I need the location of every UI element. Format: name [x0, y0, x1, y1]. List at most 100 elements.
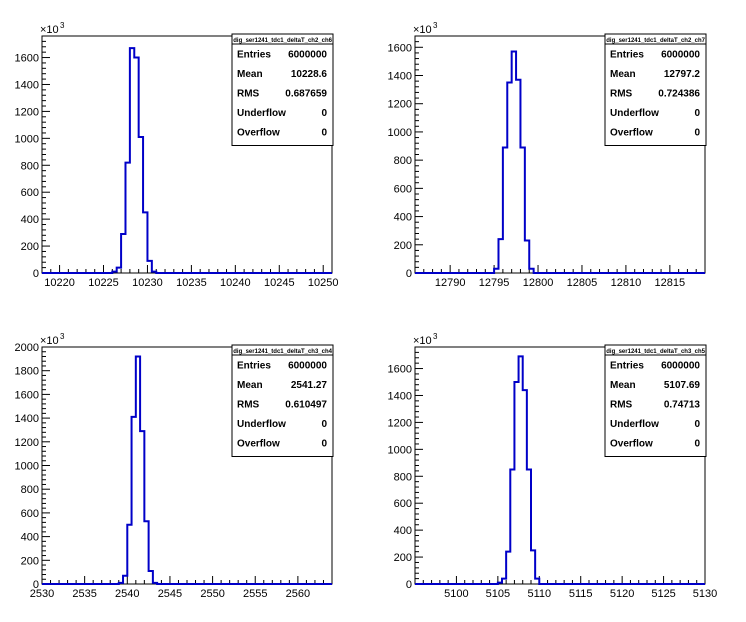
y-exponent-label: ×10	[40, 335, 59, 347]
y-tick-label: 0	[406, 268, 412, 280]
x-tick-label: 5100	[444, 588, 468, 600]
y-tick-label: 1600	[388, 364, 412, 376]
stats-label: Entries	[237, 361, 271, 372]
y-tick-label: 1600	[15, 389, 39, 401]
y-tick-label: 800	[21, 484, 39, 496]
y-tick-label: 1400	[15, 79, 39, 91]
y-exponent-power: 3	[433, 332, 438, 341]
y-tick-label: 1200	[15, 106, 39, 118]
y-exponent-power: 3	[60, 332, 65, 341]
stats-title: dig_ser1241_tdc1_deltaT_ch3_ch4	[233, 349, 332, 355]
y-tick-label: 1000	[388, 127, 412, 139]
stats-box	[604, 344, 707, 457]
stats-label: Entries	[610, 50, 644, 61]
stats-label: Underflow	[610, 419, 659, 430]
stats-value: 0	[694, 108, 700, 119]
x-tick-label: 2530	[30, 588, 54, 600]
stats-value: 12797.2	[664, 69, 701, 80]
stats-value: 0.610497	[285, 400, 327, 411]
stats-value: 0.74713	[664, 400, 701, 411]
y-tick-label: 1800	[15, 366, 39, 378]
x-tick-label: 12810	[611, 277, 642, 289]
x-tick-label: 5110	[527, 588, 551, 600]
y-tick-label: 800	[21, 160, 39, 172]
y-tick-label: 600	[21, 508, 39, 520]
stats-value: 6000000	[288, 50, 327, 61]
y-tick-label: 200	[394, 552, 412, 564]
stats-label: Mean	[237, 380, 263, 391]
y-exponent-power: 3	[60, 21, 65, 30]
stats-value: 10228.6	[291, 69, 328, 80]
stats-label: Entries	[610, 361, 644, 372]
y-tick-label: 1000	[15, 133, 39, 145]
y-tick-label: 1200	[388, 99, 412, 111]
histogram-line	[42, 47, 332, 274]
stats-label: Overflow	[610, 128, 653, 139]
x-tick-label: 2555	[243, 588, 267, 600]
y-tick-label: 600	[394, 183, 412, 195]
y-tick-label: 1400	[15, 413, 39, 425]
x-tick-label: 5125	[651, 588, 675, 600]
y-tick-label: 600	[394, 498, 412, 510]
x-tick-label: 2540	[115, 588, 139, 600]
histogram-line	[42, 355, 332, 585]
x-tick-label: 10235	[176, 277, 207, 289]
stats-value: 5107.69	[664, 380, 701, 391]
histogram-line	[415, 50, 705, 274]
x-tick-label: 5115	[569, 588, 593, 600]
stats-value: 0	[694, 128, 700, 139]
y-tick-label: 400	[394, 525, 412, 537]
stats-value: 0.687659	[285, 89, 327, 100]
histogram-panel-ch3-ch4: 2530 2535 2540 2545 2550 2555 2560 0 200 400 600 80…	[15, 332, 334, 600]
histogram-panel-ch2-ch7: 12790 12795 12800 12805 12810 12815 0 200 400 600…	[388, 21, 707, 289]
x-tick-label: 2560	[286, 588, 310, 600]
stats-value: 6000000	[288, 361, 327, 372]
y-tick-label: 1200	[15, 437, 39, 449]
x-tick-label: 10250	[308, 277, 339, 289]
stats-label: RMS	[610, 400, 633, 411]
histogram-panel-ch2-ch6: 10220 10225 10230 10235 10240 10245 10250 0 200 4…	[15, 21, 339, 289]
y-exponent-label: ×10	[413, 24, 432, 36]
stats-value: 0	[321, 419, 327, 430]
x-tick-label: 10245	[264, 277, 295, 289]
stats-value: 0	[321, 439, 327, 450]
y-tick-label: 600	[21, 187, 39, 199]
stats-value: 0	[321, 128, 327, 139]
y-exponent-label: ×10	[413, 335, 432, 347]
y-exponent-power: 3	[433, 21, 438, 30]
stats-value: 0	[694, 419, 700, 430]
x-tick-label: 10240	[220, 277, 251, 289]
y-tick-label: 1000	[15, 461, 39, 473]
stats-label: Underflow	[237, 108, 286, 119]
stats-label: Underflow	[610, 108, 659, 119]
stats-label: Mean	[610, 69, 636, 80]
x-tick-label: 12800	[523, 277, 554, 289]
x-tick-label: 5130	[693, 588, 717, 600]
stats-value: 6000000	[661, 361, 700, 372]
y-tick-label: 1000	[388, 444, 412, 456]
y-tick-label: 1600	[15, 53, 39, 65]
stats-title: dig_ser1241_tdc1_deltaT_ch2_ch6	[233, 38, 332, 44]
x-tick-label: 2535	[72, 588, 96, 600]
stats-label: Mean	[237, 69, 263, 80]
stats-label: Overflow	[610, 439, 653, 450]
x-tick-label: 5120	[610, 588, 634, 600]
y-tick-label: 800	[394, 155, 412, 167]
y-tick-label: 400	[21, 532, 39, 544]
x-tick-label: 2545	[158, 588, 182, 600]
stats-label: RMS	[237, 400, 260, 411]
y-tick-label: 1400	[388, 390, 412, 402]
x-tick-label: 10225	[88, 277, 119, 289]
x-tick-label: 12805	[567, 277, 598, 289]
y-tick-label: 400	[394, 212, 412, 224]
x-tick-label: 12795	[479, 277, 510, 289]
x-tick-label: 10220	[44, 277, 75, 289]
y-tick-label: 200	[21, 241, 39, 253]
y-tick-label: 200	[394, 240, 412, 252]
x-tick-label: 12790	[435, 277, 466, 289]
y-tick-label: 2000	[15, 342, 39, 354]
y-tick-label: 200	[21, 555, 39, 567]
stats-label: Mean	[610, 380, 636, 391]
stats-label: RMS	[610, 89, 633, 100]
